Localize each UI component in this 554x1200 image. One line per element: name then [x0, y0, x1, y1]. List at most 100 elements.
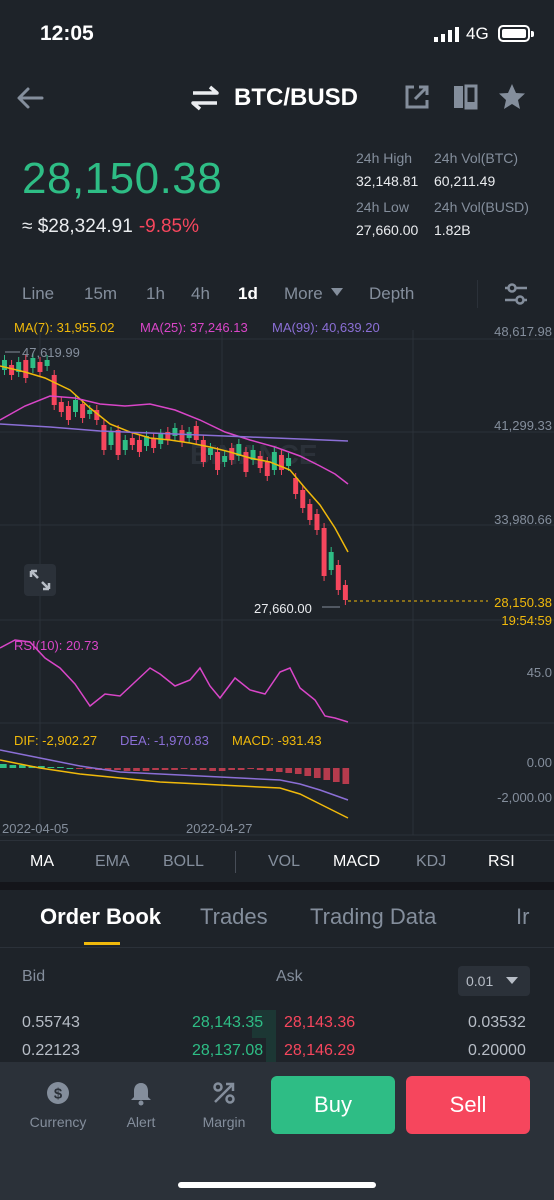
bid-qty: 0.55743 — [22, 1014, 80, 1031]
price-axis-3: 33,980.66 — [494, 512, 552, 527]
macd-bar — [114, 768, 121, 770]
price-axis-2: 41,299.33 — [494, 418, 552, 433]
macd-axis-2: -2,000.00 — [497, 790, 552, 805]
status-bar: 12:05 4G — [0, 0, 554, 70]
candle — [87, 410, 93, 414]
candle — [278, 455, 284, 470]
ma7-line — [0, 365, 349, 553]
tf-more[interactable]: More — [284, 284, 344, 304]
candle — [9, 365, 15, 375]
candle — [222, 456, 228, 462]
tab-info[interactable]: Ir — [516, 904, 530, 929]
fullscreen-button[interactable] — [24, 564, 56, 596]
high-value: 32,148.81 — [356, 173, 419, 189]
tf-line[interactable]: Line — [22, 284, 55, 303]
nav-margin[interactable]: Margin — [184, 1080, 264, 1130]
macd-histogram — [0, 764, 350, 784]
ind-vol[interactable]: VOL — [268, 853, 301, 870]
dollar-coin-icon: $ — [47, 1082, 69, 1104]
candle — [293, 478, 299, 494]
candle — [23, 360, 29, 378]
low-mark: 27,660.00 — [254, 601, 312, 616]
price-approx-row: ≈ $28,324.91 -9.85% — [22, 216, 199, 238]
macd-bar — [218, 768, 226, 771]
macd-bar — [47, 767, 55, 768]
dea-line — [0, 749, 349, 801]
ma99-label: MA(99): 40,639.20 — [272, 320, 380, 335]
candle — [16, 362, 22, 372]
chart-canvas[interactable]: BINANCE — [0, 312, 554, 840]
tab-trading-data[interactable]: Trading Data — [310, 904, 437, 929]
ask-header: Ask — [276, 968, 303, 985]
tf-1d[interactable]: 1d — [238, 284, 258, 303]
macd-bar — [142, 768, 150, 771]
candle — [328, 552, 334, 570]
orderbook-row[interactable]: 0.55743 28,143.35 28,143.36 0.03532 — [0, 1010, 554, 1038]
nav-margin-label: Margin — [202, 1114, 246, 1130]
star-icon[interactable] — [497, 82, 527, 112]
macd-bar — [19, 765, 26, 768]
signal-icon — [434, 27, 459, 42]
nav-alert[interactable]: Alert — [101, 1080, 181, 1130]
candle — [65, 406, 71, 420]
ind-boll[interactable]: BOLL — [163, 853, 204, 870]
candle — [179, 430, 185, 442]
vol-busd-value: 1.82B — [434, 222, 471, 238]
ind-kdj[interactable]: KDJ — [416, 853, 447, 870]
candle — [229, 448, 235, 460]
candle — [193, 426, 199, 440]
candle — [243, 452, 249, 472]
share-icon[interactable] — [402, 82, 432, 112]
pair-title[interactable]: BTC/BUSD — [234, 84, 358, 111]
date-2: 2022-04-27 — [186, 821, 253, 836]
candle — [300, 490, 306, 508]
low-value: 27,660.00 — [356, 222, 419, 238]
section-gap — [0, 882, 554, 890]
macd-bar — [190, 768, 197, 770]
layout-icon[interactable] — [450, 82, 480, 112]
high-mark: 47,619.99 — [22, 345, 80, 360]
precision-select[interactable]: 0.01 — [458, 966, 530, 996]
precision-value: 0.01 — [466, 973, 494, 989]
caret-down-icon — [331, 288, 344, 296]
tf-15m[interactable]: 15m — [84, 284, 118, 303]
macd-bar — [342, 768, 350, 784]
nav-alert-label: Alert — [126, 1114, 156, 1130]
price-tag-bg — [488, 594, 554, 610]
ask-price: 28,143.36 — [284, 1014, 356, 1031]
orderbook-row[interactable]: 0.22123 28,137.08 28,146.29 0.20000 — [0, 1038, 554, 1066]
tab-order-book[interactable]: Order Book — [40, 904, 162, 929]
bottom-action-bar: $ Currency Alert Margin Buy Sell — [0, 1062, 554, 1200]
countdown: 19:54:59 — [501, 613, 552, 628]
nav-currency[interactable]: $ Currency — [18, 1080, 98, 1130]
macd-bar — [313, 768, 321, 778]
candle — [129, 438, 135, 445]
home-indicator — [178, 1182, 376, 1188]
margin-icon — [213, 1082, 235, 1104]
candle — [2, 360, 7, 370]
tf-1h[interactable]: 1h — [146, 284, 165, 303]
ind-macd[interactable]: MACD — [333, 853, 381, 870]
tf-depth[interactable]: Depth — [369, 284, 415, 303]
ind-rsi[interactable]: RSI — [488, 853, 515, 870]
macd-bar — [285, 768, 293, 773]
macd-bar — [237, 768, 245, 770]
candle — [101, 425, 107, 450]
orderbook-tabs: Order Book Trades Trading Data Ir — [0, 890, 554, 948]
settings-sliders-icon[interactable] — [503, 282, 529, 306]
back-arrow-icon[interactable] — [14, 82, 46, 114]
buy-button[interactable]: Buy — [271, 1076, 395, 1134]
sell-button[interactable]: Sell — [406, 1076, 530, 1134]
ind-ema[interactable]: EMA — [95, 853, 130, 870]
dea-label: DEA: -1,970.83 — [120, 733, 209, 748]
candle — [80, 404, 86, 418]
price-axis-1: 48,617.98 — [494, 324, 552, 339]
price-change: -9.85% — [138, 216, 200, 237]
swap-icon[interactable] — [190, 84, 220, 112]
tab-trades[interactable]: Trades — [200, 904, 268, 929]
tf-4h[interactable]: 4h — [191, 284, 210, 303]
ind-ma[interactable]: MA — [30, 853, 54, 870]
candlestick-chart[interactable]: BINANCE MA(7): 31,955.02 MA(25): 37,246.… — [0, 312, 554, 840]
chart-grid — [0, 330, 554, 836]
candle — [44, 360, 50, 366]
